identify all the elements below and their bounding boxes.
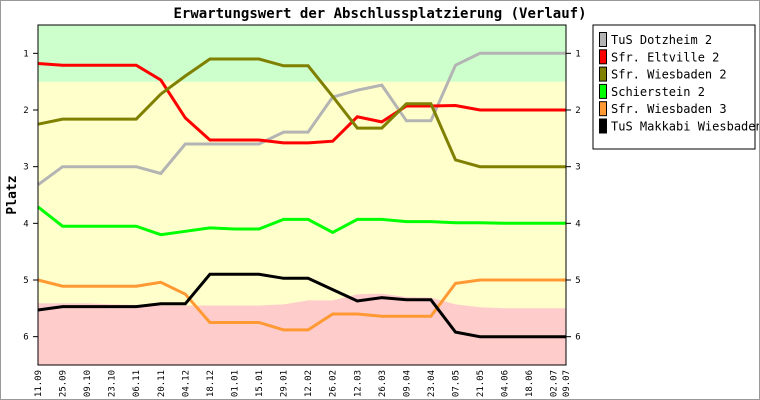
legend-label: TuS Dotzheim 2 [611, 33, 712, 47]
x-tick-label: 09.04 [402, 370, 412, 397]
series-line-schierstein-2 [37, 205, 566, 237]
x-tick-label: 11.09 [34, 370, 44, 397]
series-lines [37, 51, 566, 339]
x-tick-label: 12.02 [304, 370, 314, 397]
y-tick-label-left: 2 [23, 106, 28, 116]
series-line-sfr-wiesbaden-3 [37, 278, 566, 332]
legend-swatch [599, 49, 607, 65]
x-tick-label: 12.03 [353, 370, 363, 397]
x-tick-label: 23.10 [108, 370, 118, 397]
y-axis-label: Platz [5, 175, 20, 214]
x-tick-label: 20.11 [157, 370, 167, 397]
legend-label: Sfr. Eltville 2 [611, 50, 719, 64]
x-tick-label: 25.09 [59, 370, 69, 397]
x-tick-label: 26.03 [378, 370, 388, 397]
x-tick-label: 04.12 [181, 370, 191, 397]
x-tick-label: 21.05 [476, 370, 486, 397]
series-line-sfr-wiesbaden-2 [37, 57, 566, 169]
y-tick-label-left: 5 [23, 276, 28, 286]
x-tick-label: 06.11 [132, 370, 142, 397]
legend-label: TuS Makkabi Wiesbaden 1 [611, 120, 759, 134]
legend-swatch [599, 83, 607, 99]
y-tick-label-right: 3 [575, 163, 580, 173]
zones [38, 25, 566, 365]
y-tick-label-right: 2 [575, 106, 580, 116]
x-tick-label: 18.06 [525, 370, 535, 397]
x-ticks: 11.09 25.09 09.10 23.10 06.11 20.11 04.12 18.12… [34, 370, 572, 397]
x-tick-label: 07.05 [452, 370, 462, 397]
y-tick-label-right: 6 [575, 333, 580, 343]
x-tick-label: 18.12 [206, 370, 216, 397]
x-tick-label: 04.06 [501, 370, 511, 397]
chart-title: Erwartungswert der Abschlussplatzierung … [173, 6, 586, 22]
y-tick-label-left: 1 [23, 49, 28, 59]
x-tick-label: 15.01 [255, 370, 265, 397]
y-tick-label-right: 1 [575, 49, 580, 59]
x-tick-label: 09.07 [562, 370, 572, 397]
y-tick-label-right: 5 [575, 276, 580, 286]
legend-label: Sfr. Wiesbaden 2 [611, 68, 727, 82]
legend: TuS Dotzheim 2 Sfr. Eltville 2 Sfr. Wiesba… [592, 24, 759, 150]
legend-swatch [599, 32, 607, 47]
y-tick-label-left: 4 [23, 219, 28, 229]
y-ticks: 1 1 2 2 3 3 4 4 5 5 6 6 [23, 49, 580, 342]
x-tick-label: 09.10 [83, 370, 93, 397]
legend-box [592, 24, 756, 150]
x-tick-label: 23.04 [427, 370, 437, 397]
legend-swatch [599, 118, 607, 134]
x-tick-label: 29.01 [280, 370, 290, 397]
x-tick-label: 02.07 [550, 370, 560, 397]
y-tick-label-left: 3 [23, 163, 28, 173]
plot-border [37, 24, 567, 366]
legend-swatch [599, 101, 607, 117]
legend-label: Schierstein 2 [611, 85, 705, 99]
series-line-tus-dotzheim-2 [37, 51, 566, 187]
y-tick-label-left: 6 [23, 333, 28, 343]
x-tick-label: 26.02 [329, 370, 339, 397]
y-tick-label-right: 4 [575, 219, 580, 229]
series-line-sfr-eltville-2 [37, 62, 566, 145]
legend-label: Sfr. Wiesbaden 3 [611, 102, 727, 116]
legend-swatch [599, 66, 607, 82]
series-line-tus-makkabi-wiesbaden-1 [37, 272, 566, 339]
x-tick-label: 01.01 [231, 370, 241, 397]
